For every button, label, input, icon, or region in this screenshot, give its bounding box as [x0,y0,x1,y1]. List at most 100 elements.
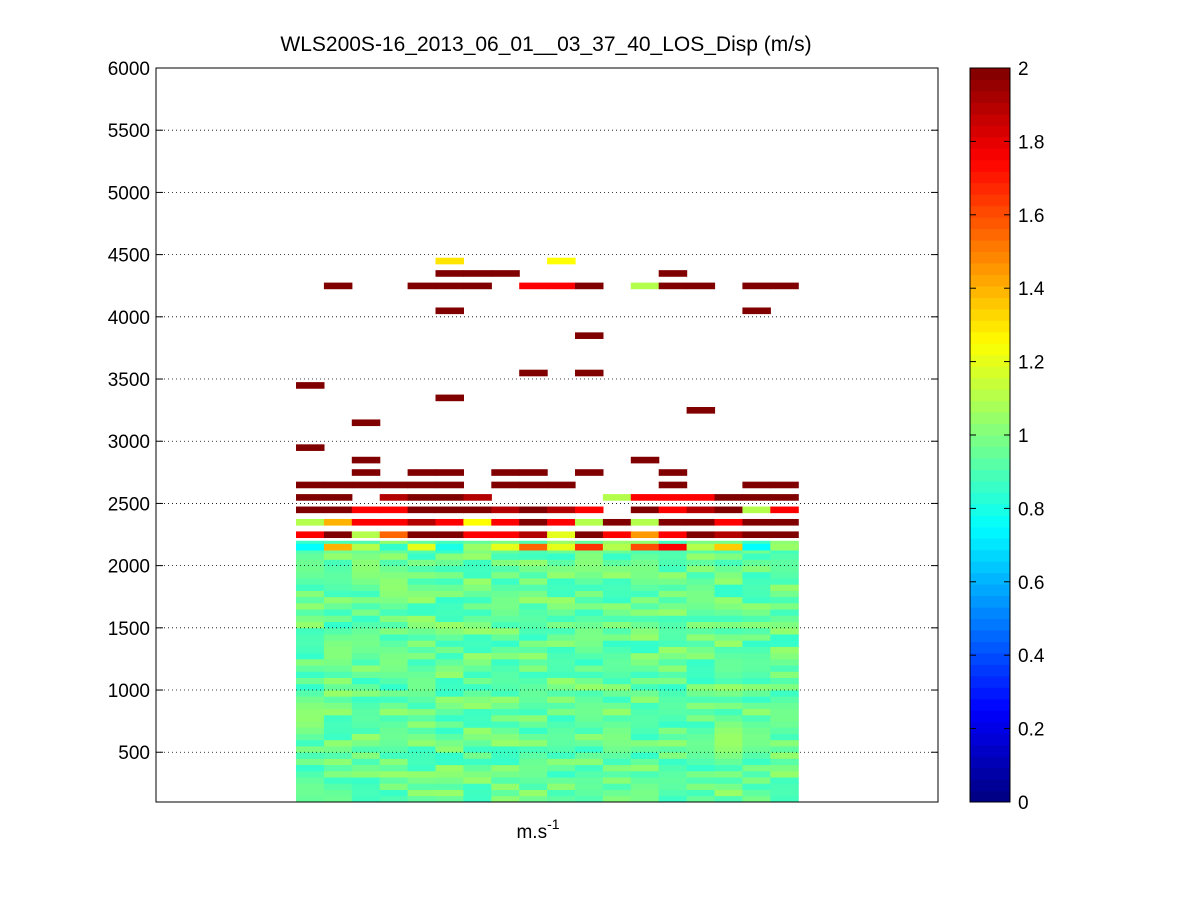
heatmap-cell [658,621,688,629]
heatmap-cell [519,683,548,691]
heatmap-cell [602,690,632,697]
heatmap-cell [351,419,381,427]
colorbar-swatch [970,320,1010,333]
heatmap-cell [575,783,604,790]
heatmap-cell [463,506,492,514]
heatmap-cell [686,559,716,567]
heatmap-cell [742,584,771,591]
heatmap-cell [602,746,632,753]
heatmap-cell [630,553,660,560]
heatmap-cell [296,602,325,610]
heatmap-cell [630,795,660,803]
heatmap-cell [658,559,688,567]
heatmap-cell [323,777,353,784]
heatmap-cell [770,777,799,784]
heatmap-cell [379,531,409,539]
heatmap-cell [770,282,799,290]
heatmap-cell [714,702,743,710]
heatmap-cell [547,770,576,778]
colorbar-swatch [970,136,1010,149]
heatmap-cell [463,590,492,598]
heatmap-cell [407,783,437,790]
heatmap-cell [686,609,716,616]
colorbar-swatch [970,675,1010,688]
heatmap-cell [379,658,409,666]
heatmap-cell [463,578,492,585]
colorbar-swatch [970,549,1010,562]
heatmap-cell [575,590,604,598]
heatmap-cell [686,683,716,691]
x-axis-label: m.s-1 [516,816,559,843]
colorbar-tick-label: 2 [1018,59,1029,80]
heatmap-cell [742,696,771,703]
heatmap-cell [491,795,520,803]
heatmap-cell [351,652,381,660]
heatmap-cell [463,565,492,573]
heatmap-cell [351,590,381,598]
heatmap-cell [630,456,660,464]
colorbar-swatch [970,228,1010,241]
heatmap-cell [602,671,632,678]
heatmap-cell [770,531,799,539]
heatmap-cell [575,553,604,560]
heatmap-cell [351,627,381,635]
heatmap-cell [686,795,716,803]
heatmap-cell [519,553,548,560]
heatmap-cell [435,596,464,604]
heatmap-cell [602,764,632,772]
colorbar-swatch [970,790,1010,803]
heatmap-cell [407,739,437,747]
heatmap-cell [463,671,492,678]
heatmap-cell [686,727,716,734]
heatmap-cell [575,565,604,573]
heatmap-cell [323,634,353,641]
heatmap-cell [296,677,325,685]
heatmap-cell [630,733,660,741]
colorbar-swatch [970,629,1010,642]
heatmap-cell [323,481,353,489]
heatmap-cell [686,665,716,672]
heatmap-cell [686,621,716,629]
heatmap-cell [575,621,604,629]
heatmap-cell [491,270,520,277]
heatmap-cell [323,727,353,734]
heatmap-cell [630,559,660,567]
heatmap-cell [296,727,325,734]
colorbar-swatch [970,721,1010,734]
heatmap-cell [602,571,632,579]
heatmap-cell [575,578,604,585]
heatmap-cell [351,571,381,579]
colorbar-swatch [970,182,1010,195]
heatmap-cell [435,481,464,489]
heatmap-cell [519,690,548,697]
heatmap-cell [435,652,464,660]
heatmap-cell [742,714,771,722]
heatmap-cell [519,708,548,716]
heatmap-cell [323,596,353,604]
heatmap-cell [630,609,660,616]
heatmap-cell [296,481,325,489]
heatmap-cell [351,764,381,772]
heatmap-cell [714,609,743,616]
heatmap-cell [519,602,548,610]
colorbar-swatch [970,159,1010,172]
heatmap-cell [686,708,716,716]
heatmap-cell [658,506,688,514]
heatmap-cell [435,627,464,635]
heatmap-cell [351,518,381,526]
heatmap-cell [519,658,548,666]
colorbar-swatch [970,308,1010,321]
heatmap-cell [770,702,799,710]
heatmap-cell [379,733,409,741]
heatmap-cell [379,481,409,489]
heatmap-cell [519,696,548,703]
heatmap-cell [379,764,409,772]
heatmap-cell [742,481,771,489]
heatmap-cell [323,658,353,666]
heatmap-cell [630,634,660,641]
heatmap-cell [463,646,492,654]
heatmap-cell [379,578,409,585]
heatmap-cell [714,690,743,697]
heatmap-cell [463,609,492,616]
heatmap-cell [323,764,353,772]
